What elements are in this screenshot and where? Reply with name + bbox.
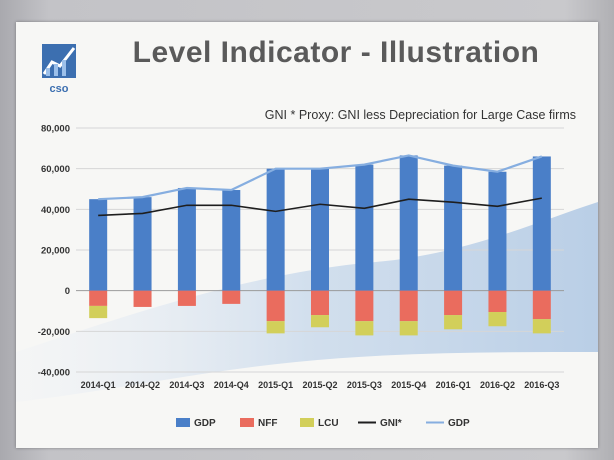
x-tick-label: 2015-Q4 [391, 380, 426, 390]
y-tick-label: 20,000 [41, 246, 70, 257]
bar-gdp [532, 156, 551, 291]
x-tick-label: 2016-Q3 [524, 380, 559, 390]
legend-swatch [176, 418, 190, 427]
x-tick-label: 2015-Q3 [347, 380, 382, 390]
x-tick-label: 2015-Q2 [302, 380, 337, 390]
y-tick-label: 60,000 [41, 164, 70, 175]
x-tick-label: 2014-Q2 [125, 380, 160, 390]
x-tick-label: 2014-Q4 [214, 380, 249, 390]
bar-nff [311, 290, 329, 316]
legend-label: NFF [258, 418, 277, 429]
bar-nff [444, 290, 463, 316]
bar-lcu [399, 321, 418, 336]
legend-swatch [300, 418, 314, 427]
bar-gdp [488, 171, 507, 291]
bar-lcu [488, 312, 507, 327]
bar-nff [266, 290, 285, 322]
y-tick-label: 40,000 [41, 205, 70, 216]
legend-label: LCU [318, 418, 339, 429]
bar-nff [89, 290, 108, 306]
bar-nff [488, 290, 507, 313]
logo-text: cso [50, 83, 69, 95]
chart: 80,00060,00040,00020,0000-20,000-40,000 … [16, 124, 598, 429]
bar-gdp [133, 197, 152, 291]
legend-label: GDP [448, 418, 470, 429]
line-gdp [98, 154, 543, 201]
bar-nff [177, 290, 196, 306]
bar-lcu [355, 321, 374, 336]
bar-lcu [89, 305, 108, 319]
bar-nff [532, 290, 551, 320]
bar-gdp [444, 165, 463, 291]
x-tick-label: 2014-Q1 [81, 380, 116, 390]
bar-gdp [89, 199, 108, 291]
slide-title: Level Indicator - Illustration [132, 36, 540, 69]
bar-nff [222, 290, 241, 304]
x-tick-label: 2014-Q3 [169, 380, 204, 390]
y-tick-label: 80,000 [41, 124, 70, 135]
bar-gdp [355, 164, 374, 291]
chart-subtitle: GNI * Proxy: GNI less Depreciation for L… [264, 108, 576, 122]
x-tick-label: 2015-Q1 [258, 380, 293, 390]
legend-swatch [240, 418, 254, 427]
y-tick-label: -40,000 [38, 368, 70, 379]
y-tick-label: -20,000 [38, 327, 70, 338]
bar-gdp [177, 187, 196, 291]
legend-label: GNI* [380, 418, 402, 429]
bar-gdp [222, 190, 241, 291]
bar-gdp [311, 168, 329, 291]
bar-nff [133, 290, 152, 307]
bar-nff [399, 290, 418, 322]
x-tick-label: 2016-Q2 [480, 380, 515, 390]
bar-lcu [311, 315, 329, 328]
line-gni-star [98, 197, 542, 217]
bar-lcu [444, 315, 463, 330]
y-tick-label: 0 [65, 286, 70, 297]
bar-nff [355, 290, 374, 322]
legend-label: GDP [194, 418, 216, 429]
cso-logo: cso [42, 44, 76, 95]
bar-gdp [399, 155, 418, 291]
bar-gdp [266, 168, 285, 291]
bar-lcu [266, 321, 285, 334]
slide: cso Level Indicator - Illustration GNI *… [16, 22, 598, 448]
x-tick-label: 2016-Q1 [436, 380, 471, 390]
bar-lcu [532, 319, 551, 334]
